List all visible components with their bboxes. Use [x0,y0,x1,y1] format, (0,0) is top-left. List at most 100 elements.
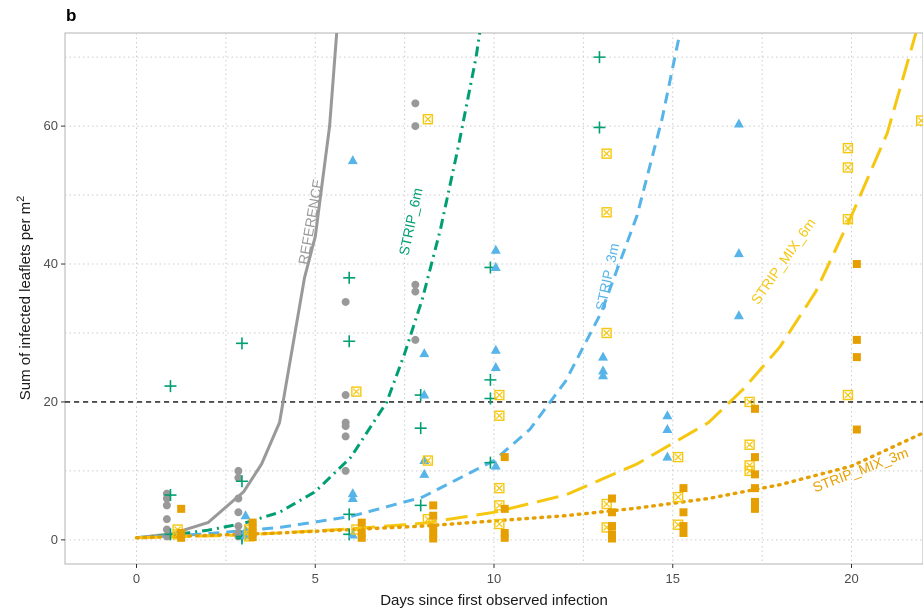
point-strip-mix-3m [248,518,257,527]
point-strip-3m [490,244,501,254]
y-tick-label: 40 [44,256,58,271]
point-strip-mix-6m [842,389,854,401]
fitted-curves [134,33,923,540]
point-strip-mix-3m [750,404,759,413]
point-strip-mix-3m [500,533,509,542]
point-strip-6m [235,337,248,350]
point-strip-mix-6m [744,460,755,471]
point-strip-6m [343,271,356,284]
point-strip-3m [347,492,358,502]
point-strip-3m [490,344,501,354]
point-strip-6m [593,121,606,134]
point-strip-6m [593,51,606,64]
point-strip-mix-3m [248,528,257,537]
point-strip-3m [733,310,744,320]
point-strip-mix-3m [750,484,759,493]
point-strip-3m [662,451,673,461]
y-tick-label: 20 [44,394,58,409]
point-strip-6m [164,489,177,502]
point-strip-mix-3m [679,484,688,493]
point-strip-3m [490,261,501,271]
point-reference [234,528,243,537]
point-strip-mix-3m [852,260,861,269]
point-strip-3m [733,248,744,258]
point-strip-mix-3m [248,533,257,542]
point-strip-6m [343,508,356,521]
point-strip-6m [343,335,356,348]
point-strip-mix-6m [601,148,612,159]
point-strip-3m [598,351,609,361]
point-strip-3m [347,488,358,498]
point-strip-mix-3m [607,534,616,543]
point-reference [411,280,420,289]
point-strip-mix-6m [842,142,854,154]
point-strip-mix-3m [357,528,366,537]
point-reference [162,515,171,524]
point-strip-mix-3m [429,523,438,532]
x-tick-label: 10 [487,571,501,586]
point-strip-6m [414,499,427,512]
grid [65,33,923,564]
point-reference [234,522,243,531]
point-reference [411,287,420,296]
x-axis-ticks: 0 5 10 15 20 [133,564,859,586]
point-strip-mix-3m [852,353,861,362]
point-strip-mix-3m [607,508,616,517]
point-strip-6m [164,380,177,393]
point-strip-mix-3m [429,511,438,520]
point-strip-mix-3m [500,453,509,462]
point-strip-mix-3m [177,528,186,537]
point-strip-mix-3m [607,530,616,539]
point-strip-mix-6m [351,386,362,397]
point-reference [411,122,420,131]
point-strip-mix-3m [357,518,366,527]
point-strip-mix-3m [750,453,759,462]
point-strip-mix-3m [750,470,759,479]
point-strip-mix-6m [422,455,434,466]
point-strip-6m [414,422,427,435]
point-reference [162,501,171,510]
point-reference [341,297,350,306]
point-strip-mix-3m [607,522,616,531]
panel-letter: b [66,6,76,25]
point-strip-3m [490,460,501,470]
point-strip-3m [347,155,358,165]
point-strip-mix-3m [500,504,509,513]
point-strip-3m [419,389,430,399]
curve-strip-mix-6m [136,33,918,540]
point-strip-mix-6m [601,327,612,339]
point-strip-3m [598,370,609,380]
point-strip-3m [419,468,430,478]
point-strip-mix-3m [750,497,759,506]
point-strip-mix-3m [679,508,688,517]
point-strip-mix-3m [429,530,438,539]
point-strip-mix-3m [429,534,438,543]
point-strip-mix-3m [177,504,186,513]
point-strip-mix-6m [494,518,505,530]
point-strip-mix-3m [177,533,186,542]
x-axis-title: Days since first observed infection [380,592,608,609]
x-tick-label: 20 [844,571,858,586]
point-reference [234,473,243,482]
y-axis-ticks: 0 20 40 60 [44,118,65,547]
point-strip-mix-3m [429,501,438,510]
point-strip-mix-6m [494,410,505,421]
curve-strip-mix-3m [134,431,923,540]
point-strip-mix-3m [607,494,616,503]
point-strip-3m [490,361,501,371]
curve-strip-6m [136,33,482,540]
point-strip-6m [484,456,497,469]
point-strip-6m [484,373,497,386]
point-reference [234,494,243,503]
y-axis-title: Sum of infected leaflets per m2 [15,196,34,401]
point-reference [341,466,350,475]
point-strip-mix-6m [744,439,755,450]
y-tick-label: 0 [51,532,58,547]
point-reference [234,466,243,475]
point-reference [162,525,171,534]
x-tick-label: 15 [666,571,680,586]
point-strip-mix-3m [679,528,688,537]
point-reference [341,391,350,400]
y-tick-label: 60 [44,118,58,133]
point-strip-3m [662,424,673,434]
